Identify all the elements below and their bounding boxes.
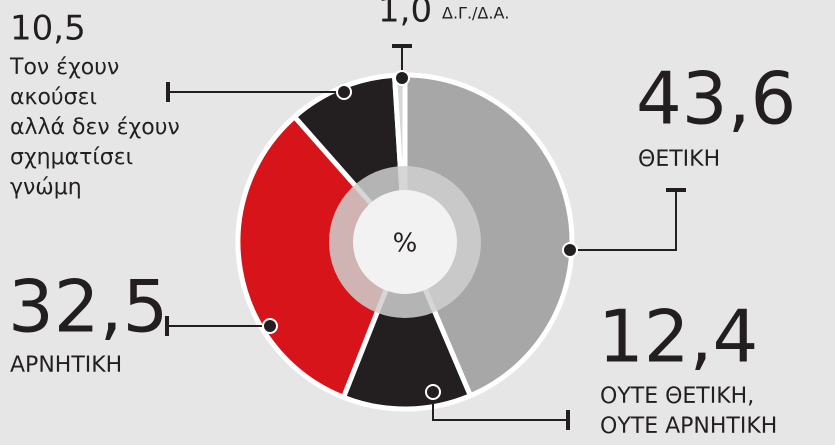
leader-line <box>432 392 568 421</box>
category-label: Δ.Γ./Δ.Α. <box>442 4 509 23</box>
center-label: % <box>393 229 418 259</box>
category-label: γνώμη <box>10 175 82 200</box>
value-label: 43,6 <box>636 57 796 141</box>
category-label: αλλά δεν έχουν <box>10 115 180 140</box>
inner-hole <box>353 190 457 294</box>
leader-dot <box>425 384 441 400</box>
category-label: Τον έχουν <box>9 55 119 80</box>
leader-dot <box>336 84 352 100</box>
value-label: 32,5 <box>8 265 168 349</box>
leader-dot <box>562 242 578 258</box>
category-label: ΟΥΤΕ ΑΡΝΗΤΙΚΗ <box>600 414 777 439</box>
leader-dot <box>262 318 278 334</box>
category-label: ΟΥΤΕ ΘΕΤΙΚΗ, <box>600 384 754 409</box>
value-label: 10,5 <box>10 9 86 49</box>
category-label: ακούσει <box>10 85 97 110</box>
category-label: ΑΡΝΗΤΙΚΗ <box>10 353 122 378</box>
category-label: ΘΕΤΙΚΗ <box>638 147 720 172</box>
leader-line <box>570 190 677 251</box>
leader-dot <box>394 70 410 86</box>
category-label: σχηματίσει <box>10 145 133 170</box>
value-label: 12,4 <box>598 295 758 379</box>
value-label: 1,0 <box>378 0 432 31</box>
